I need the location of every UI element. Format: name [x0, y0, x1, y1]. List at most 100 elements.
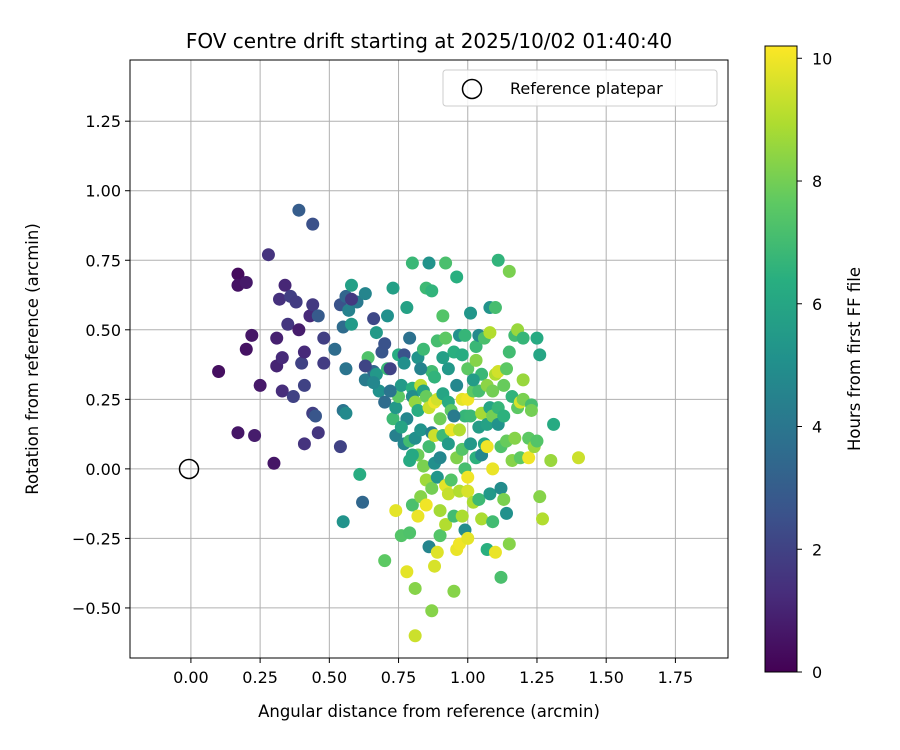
- scatter-point: [441, 487, 455, 501]
- scatter-point: [286, 390, 300, 404]
- scatter-point: [439, 517, 453, 531]
- scatter-point: [416, 459, 430, 473]
- scatter-point: [447, 584, 461, 598]
- scatter-point: [231, 426, 245, 440]
- y-axis-ticks: −0.50 −0.25 0.00 0.25 0.50 0.75 1.00 1.25: [72, 112, 130, 618]
- scatter-point: [536, 512, 550, 526]
- scatter-point: [411, 403, 425, 417]
- scatter-point: [394, 378, 408, 392]
- scatter-point: [270, 331, 284, 345]
- scatter-point: [488, 545, 502, 559]
- scatter-point: [461, 531, 475, 545]
- scatter-point: [400, 301, 414, 315]
- scatter-point: [433, 529, 447, 543]
- y-tick-label: −0.25: [72, 529, 121, 548]
- scatter-point: [386, 412, 400, 426]
- scatter-point: [378, 554, 392, 568]
- colorbar-label: Hours from first FF file: [845, 267, 864, 451]
- scatter-point: [253, 378, 267, 392]
- scatter-point: [231, 267, 245, 281]
- scatter-point: [416, 342, 430, 356]
- x-tick-label: 0.00: [173, 668, 209, 687]
- scatter-point: [342, 303, 356, 317]
- scatter-point: [275, 351, 289, 365]
- x-tick-label: 0.25: [242, 668, 278, 687]
- scatter-point: [367, 376, 381, 390]
- scatter-point: [344, 317, 358, 331]
- scatter-point: [450, 270, 464, 284]
- colorbar: 0 2 4 6 8 10 Hours from first FF file: [764, 45, 864, 682]
- scatter-point: [516, 331, 530, 345]
- scatter-point: [297, 437, 311, 451]
- colorbar-tick-label: 6: [812, 295, 822, 314]
- scatter-point: [430, 545, 444, 559]
- scatter-point: [339, 362, 353, 376]
- scatter-point: [353, 467, 367, 481]
- scatter-point: [472, 492, 486, 506]
- scatter-point: [464, 409, 478, 423]
- scatter-point: [367, 312, 381, 326]
- scatter-point: [483, 487, 497, 501]
- scatter-point: [356, 495, 370, 509]
- x-tick-label: 0.50: [312, 668, 348, 687]
- scatter-point: [383, 362, 397, 376]
- scatter-point: [378, 395, 392, 409]
- legend: Reference platepar: [442, 69, 718, 107]
- scatter-point: [292, 323, 306, 337]
- scatter-point: [433, 412, 447, 426]
- scatter-point: [436, 351, 450, 365]
- scatter-point: [500, 506, 514, 520]
- scatter-point: [439, 331, 453, 345]
- scatter-point: [433, 451, 447, 465]
- scatter-point: [464, 306, 478, 320]
- scatter-point: [524, 403, 538, 417]
- scatter-point: [408, 581, 422, 595]
- reference-marker: [178, 458, 200, 480]
- scatter-point: [397, 356, 411, 370]
- scatter-point: [389, 401, 403, 415]
- scatter-point: [297, 378, 311, 392]
- scatter-point: [428, 370, 442, 384]
- scatter-point: [344, 292, 358, 306]
- scatter-point: [483, 326, 497, 340]
- scatter-point: [403, 331, 417, 345]
- scatter-point: [452, 423, 466, 437]
- scatter-point: [450, 378, 464, 392]
- scatter-point: [500, 362, 514, 376]
- x-axis-ticks: 0.00 0.25 0.50 0.75 1.00 1.25 1.50 1.75: [173, 658, 693, 687]
- scatter-point: [328, 342, 342, 356]
- scatter-point: [405, 498, 419, 512]
- y-tick-label: 0.50: [85, 321, 121, 340]
- scatter-point: [480, 440, 494, 454]
- scatter-point: [461, 362, 475, 376]
- legend-box: [442, 69, 718, 107]
- scatter-point: [572, 451, 585, 465]
- scatter-point: [441, 437, 455, 451]
- scatter-point: [317, 331, 331, 345]
- scatter-point: [378, 337, 392, 351]
- scatter-point: [422, 440, 436, 454]
- x-tick-label: 1.00: [450, 668, 486, 687]
- scatter-point: [491, 253, 505, 267]
- scatter-point: [311, 309, 325, 323]
- scatter-point: [497, 409, 511, 423]
- colorbar-ticks: 0 2 4 6 8 10: [797, 49, 832, 682]
- scatter-point: [430, 470, 444, 484]
- data-points: [212, 203, 585, 643]
- y-tick-label: 1.00: [85, 182, 121, 201]
- scatter-point: [414, 362, 428, 376]
- scatter-point: [475, 512, 489, 526]
- scatter-point: [212, 365, 226, 379]
- scatter-point: [441, 362, 455, 376]
- scatter-point: [339, 406, 353, 420]
- scatter-point: [494, 570, 508, 584]
- scatter-point: [502, 345, 516, 359]
- scatter-point: [469, 339, 483, 353]
- x-tick-label: 1.25: [519, 668, 555, 687]
- scatter-point: [461, 470, 475, 484]
- scatter-point: [308, 409, 322, 423]
- y-tick-label: 0.25: [85, 390, 121, 409]
- scatter-point: [411, 509, 425, 523]
- scatter-point: [439, 256, 453, 270]
- scatter-point: [530, 331, 544, 345]
